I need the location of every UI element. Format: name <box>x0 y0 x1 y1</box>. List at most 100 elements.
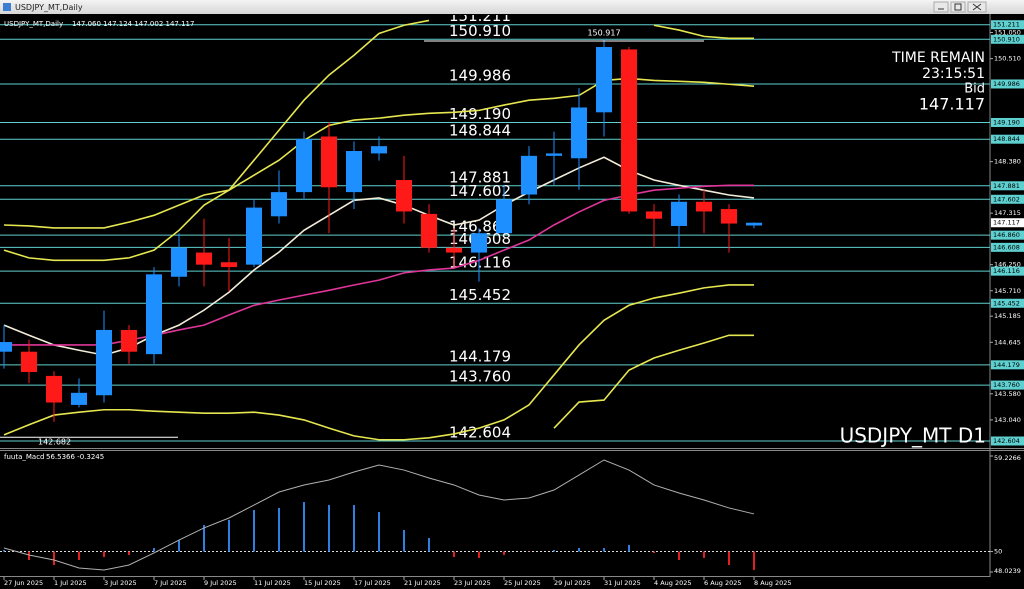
y-tick-label: 59.2266 <box>994 454 1021 462</box>
candle-body <box>646 211 662 219</box>
candle-body <box>746 222 762 226</box>
indicator-line <box>553 334 754 429</box>
candle-body <box>146 274 162 355</box>
candle-body <box>371 146 387 154</box>
candle-body <box>471 233 487 253</box>
candle-body <box>596 47 612 113</box>
close-icon <box>972 3 982 11</box>
candle-body <box>721 209 737 224</box>
y-tick-label: 143.040 <box>994 416 1021 424</box>
level-tag-label: 149.986 <box>993 80 1020 88</box>
level-tag <box>991 194 1024 204</box>
level-tag <box>991 20 1024 30</box>
window-title: USDJPY_MT,Daily <box>15 3 83 12</box>
level-label: 142.604 <box>449 424 511 442</box>
level-tag-label: 146.608 <box>993 243 1020 251</box>
y-tick-label: 147.315 <box>994 209 1021 217</box>
bid-label: Bid <box>964 82 985 97</box>
level-tag <box>991 360 1024 370</box>
level-label: 147.602 <box>449 182 511 200</box>
candle-body <box>46 375 62 403</box>
candle-body <box>546 153 562 156</box>
y-tick-label: 145.710 <box>994 287 1021 295</box>
candle-body <box>496 199 512 234</box>
x-tick-label: 11 Jul 2025 <box>254 579 291 587</box>
level-tag-label: 147.881 <box>993 182 1020 190</box>
level-tag <box>991 79 1024 89</box>
candle-body <box>321 136 337 188</box>
y-tick-label: 146.250 <box>994 261 1021 269</box>
level-tag <box>991 230 1024 240</box>
time-remain-label: TIME REMAIN <box>891 50 985 66</box>
candle-body <box>246 207 262 265</box>
bid-tag-label: 147.117 <box>993 219 1020 227</box>
level-tag-label: 151.211 <box>993 21 1020 29</box>
chart-title: USDJPY_MT,Daily <box>4 20 63 28</box>
x-tick-label: 15 Jul 2025 <box>304 579 341 587</box>
level-tag <box>991 242 1024 252</box>
y-tick-label: 150.510 <box>994 55 1021 63</box>
low-marker-label: 142.682 <box>38 438 71 447</box>
candle-body <box>171 247 187 277</box>
y-tick-label: 144.645 <box>994 338 1021 346</box>
x-tick-label: 7 Jul 2025 <box>154 579 187 587</box>
level-label: 146.116 <box>449 254 511 272</box>
axes: 151.050 150.510 148.380 147.315 146.250 145.7… <box>3 20 1024 587</box>
level-tag <box>991 266 1024 276</box>
x-tick-label: 4 Aug 2025 <box>654 579 692 587</box>
level-tag-label: 147.602 <box>993 195 1020 203</box>
candle-body <box>621 49 637 212</box>
candle-body <box>196 252 212 265</box>
level-label: 147.881 <box>449 168 511 186</box>
y-tick-label: 145.185 <box>994 312 1021 320</box>
maximize-icon <box>954 3 962 11</box>
maximize-button[interactable] <box>950 1 966 13</box>
level-tag <box>991 117 1024 127</box>
candle-body <box>446 247 462 253</box>
level-label: 148.844 <box>449 122 511 140</box>
level-tag <box>991 436 1024 446</box>
candle-body <box>396 180 412 212</box>
signal-line <box>3 459 755 571</box>
level-label: 149.190 <box>449 105 511 123</box>
level-tag <box>991 298 1024 308</box>
macd-panel <box>0 459 990 571</box>
y-tick-label: 143.580 <box>994 390 1021 398</box>
x-tick-label: 17 Jul 2025 <box>354 579 391 587</box>
level-tag-label: 146.860 <box>993 231 1020 239</box>
minimize-button[interactable] <box>933 1 949 13</box>
level-label: 150.910 <box>449 22 511 40</box>
level-tag <box>991 380 1024 390</box>
level-tag-label: 142.604 <box>993 437 1020 445</box>
time-remain: 23:15:51 <box>922 66 985 82</box>
x-tick-label: 8 Aug 2025 <box>754 579 792 587</box>
level-tag-label: 144.179 <box>993 361 1020 369</box>
level-tag-label: 146.116 <box>993 267 1020 275</box>
x-tick-label: 29 Jul 2025 <box>554 579 591 587</box>
level-tag-label: 145.452 <box>993 299 1020 307</box>
level-tag-label: 143.760 <box>993 381 1020 389</box>
candle-body <box>21 351 37 373</box>
level-tag <box>991 181 1024 191</box>
candle-body <box>346 151 362 193</box>
title-bar <box>0 0 1024 14</box>
level-tag <box>991 134 1024 144</box>
ohlc-readout: 147.060 147.124 147.002 147.117 <box>72 20 194 28</box>
x-tick-label: 25 Jul 2025 <box>504 579 541 587</box>
level-label: 145.452 <box>449 286 511 304</box>
level-tag-label: 150.910 <box>993 35 1020 43</box>
candle-body <box>696 201 712 212</box>
y-tick-label: 151.050 <box>994 29 1021 37</box>
bid-tag <box>991 218 1024 228</box>
level-tag <box>991 34 1024 44</box>
indicator-line <box>3 284 754 441</box>
x-tick-label: 9 Jul 2025 <box>204 579 237 587</box>
level-tag-label: 149.190 <box>993 118 1020 126</box>
candle-body <box>121 329 137 352</box>
bid-value: 147.117 <box>919 95 985 114</box>
x-tick-label: 1 Jul 2025 <box>54 579 87 587</box>
level-label: 149.986 <box>449 66 511 84</box>
candle-body <box>271 192 287 217</box>
